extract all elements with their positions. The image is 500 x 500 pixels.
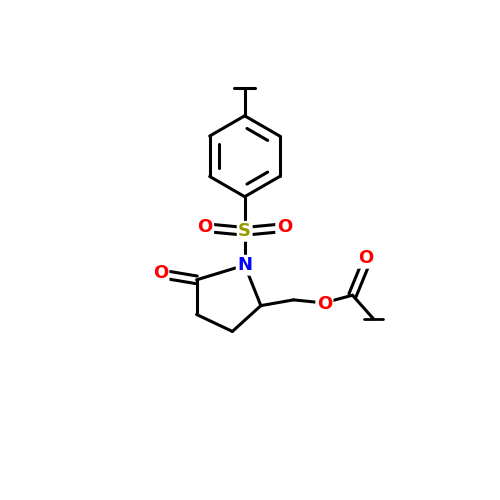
Text: O: O <box>358 250 373 268</box>
Text: O: O <box>153 264 168 282</box>
Text: S: S <box>238 222 251 240</box>
Text: O: O <box>198 218 212 236</box>
Text: N: N <box>237 256 252 274</box>
Text: O: O <box>276 218 292 236</box>
Text: O: O <box>317 294 332 312</box>
